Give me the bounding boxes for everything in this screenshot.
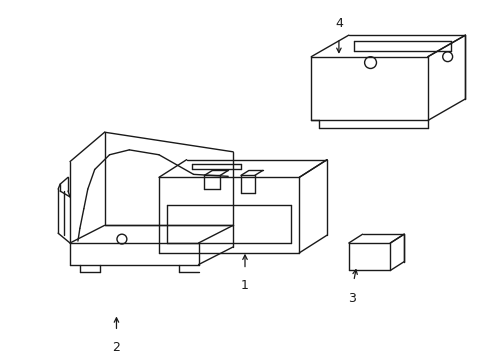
Text: 1: 1 — [241, 279, 248, 292]
Text: 2: 2 — [112, 341, 120, 354]
Text: 3: 3 — [347, 292, 355, 305]
Text: 4: 4 — [334, 17, 342, 30]
